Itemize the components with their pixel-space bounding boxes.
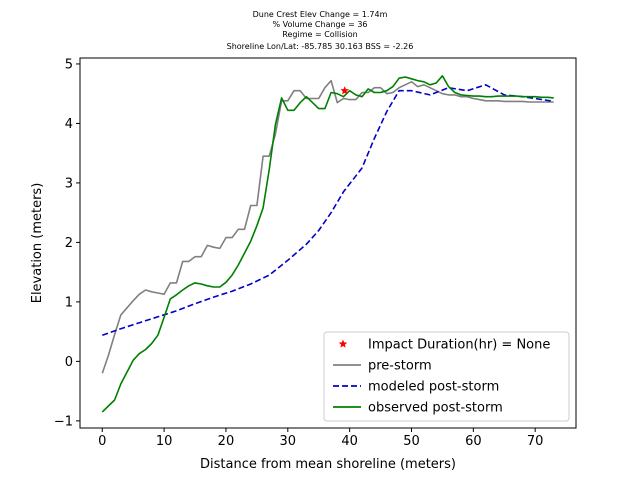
y-tick-label: 1: [65, 295, 73, 310]
series-line-observed-post-storm: [101, 75, 554, 413]
title-line-shoreline: Shoreline Lon/Lat: -85.785 30.163 BSS = …: [227, 42, 414, 51]
legend-label-impact-duration-hr-none: Impact Duration(hr) = None: [368, 338, 550, 353]
x-tick-label: 50: [403, 434, 420, 449]
legend-label-pre-storm: pre-storm: [368, 359, 432, 374]
x-axis-label: Distance from mean shoreline (meters): [200, 457, 456, 472]
x-tick-label: 20: [218, 434, 235, 449]
legend-label-modeled-post-storm: modeled post-storm: [368, 380, 499, 395]
y-tick-label: 3: [65, 176, 73, 191]
series-line-pre-storm: [101, 79, 554, 374]
impact-marker-star: [340, 86, 349, 95]
y-tick-label: 4: [65, 117, 73, 132]
chart-title-block: Dune Crest Elev Change = 1.74m % Volume …: [227, 10, 414, 51]
x-tick-label: 60: [465, 434, 482, 449]
x-tick-label: 0: [98, 434, 106, 449]
x-tick-label: 10: [156, 434, 173, 449]
legend-swatch-marker: [338, 339, 348, 348]
marker-layer: [340, 86, 349, 95]
legend-label-observed-post-storm: observed post-storm: [368, 401, 503, 416]
y-axis-label: Elevation (meters): [30, 183, 45, 304]
title-line-regime: Regime = Collision: [282, 30, 357, 39]
series-line-modeled-post-storm: [102, 84, 554, 336]
y-tick-label: 2: [65, 236, 73, 251]
y-tick-label: 5: [65, 57, 73, 72]
x-axis-ticks: 0 10 20 30 40 50 60 70: [98, 428, 543, 449]
legend-box: [323, 331, 570, 422]
y-tick-label: −1: [54, 414, 73, 429]
title-line-dune-crest: Dune Crest Elev Change = 1.74m: [253, 10, 388, 19]
x-tick-label: 40: [341, 434, 358, 449]
plot-frame: [79, 57, 577, 429]
y-tick-label: 0: [65, 355, 73, 370]
x-tick-label: 70: [527, 434, 544, 449]
x-tick-label: 30: [280, 434, 297, 449]
y-axis-ticks: −1 0 1 2 3 4 5: [54, 57, 80, 429]
series-layer: [101, 75, 554, 413]
legend: Impact Duration(hr) = None pre-storm model…: [323, 331, 570, 422]
title-line-volume-change: % Volume Change = 36: [272, 20, 367, 29]
